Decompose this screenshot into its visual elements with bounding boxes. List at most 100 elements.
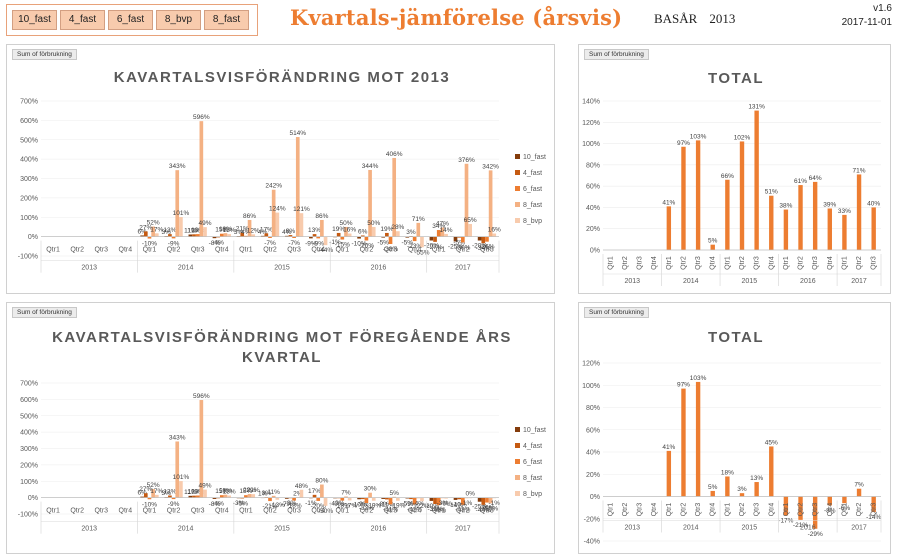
legend-swatch (515, 154, 520, 159)
slicer-item-10-fast[interactable]: 10_fast (12, 10, 57, 30)
legend-swatch (515, 170, 520, 175)
data-label: 344% (362, 163, 379, 170)
data-label: -7% (264, 240, 276, 247)
bar (192, 495, 196, 498)
field-button[interactable]: Sum of förbrukning (584, 49, 649, 60)
data-label: 11% (184, 227, 197, 234)
bar (275, 212, 280, 237)
year-label: 2013 (81, 265, 97, 272)
data-label: -44% (476, 507, 491, 514)
bar (488, 170, 493, 237)
data-label: -5% (402, 500, 414, 507)
bar (388, 497, 393, 505)
data-label: 51% (765, 189, 778, 196)
x-tick-label: Qtr3 (695, 503, 702, 517)
field-button[interactable]: Sum of förbrukning (12, 307, 77, 318)
legend-swatch (515, 459, 520, 464)
y-tick-label: 140% (582, 99, 600, 106)
bar (360, 497, 365, 500)
bar (783, 209, 789, 250)
bar (316, 236, 321, 239)
y-tick-label: 400% (20, 157, 38, 164)
bar (392, 157, 397, 237)
slicer-item-8-fast[interactable]: 8_fast (204, 10, 249, 30)
data-label: -1% (305, 500, 317, 507)
bar (219, 495, 224, 498)
bar (871, 496, 876, 513)
bar (827, 208, 832, 250)
data-label: 4% (282, 229, 292, 236)
data-label: -4% (212, 239, 224, 246)
bar (754, 110, 759, 250)
bar (783, 496, 789, 516)
bar (323, 236, 328, 246)
bar (171, 497, 176, 500)
x-tick-label: Qtr2 (622, 503, 629, 517)
data-label: 13% (223, 489, 236, 496)
year-label: 2014 (178, 526, 194, 533)
bar (179, 217, 183, 237)
x-tick-label: Qtr4 (827, 256, 834, 270)
chart-title: KVARTAL (242, 349, 322, 366)
data-label: 3% (406, 229, 416, 236)
y-tick-label: 0% (590, 248, 600, 255)
bar (385, 497, 389, 500)
field-button[interactable]: Sum of förbrukning (584, 307, 649, 318)
bar (842, 214, 847, 250)
bar (299, 213, 304, 237)
bar (396, 231, 400, 237)
data-label: -6% (440, 501, 452, 508)
data-label: 34% (432, 223, 445, 230)
data-label: -5% (377, 240, 389, 247)
bar (798, 496, 803, 520)
chart-total-vs-2013: TOTAL 0% 20% 40% 60% 80% 100% 120% 140% 41% 97%103… (582, 70, 882, 286)
bar (385, 232, 389, 237)
x-tick-label: Qtr4 (215, 508, 229, 515)
bar (412, 236, 417, 242)
x-tick-label: Qtr2 (798, 503, 805, 517)
data-label: -9% (168, 240, 180, 247)
chart-title: KAVARTALSVISFÖRÄNDRING MOT FÖREGÅENDE ÅR… (52, 329, 512, 346)
x-tick-label: Qtr2 (360, 508, 374, 515)
x-tick-label: Qtr3 (94, 508, 108, 515)
data-label: -33% (359, 505, 374, 512)
data-label: 101% (173, 474, 190, 481)
x-tick-label: Qtr4 (651, 256, 658, 270)
bar (856, 488, 862, 497)
data-label: 343% (169, 163, 186, 170)
field-button[interactable]: Sum of förbrukning (12, 49, 77, 60)
bar (444, 233, 448, 237)
year-label: 2015 (742, 278, 758, 285)
data-label: 80% (315, 478, 328, 485)
slicer-item-6-fast[interactable]: 6_fast (108, 10, 153, 30)
x-tick-label: Qtr2 (680, 256, 687, 270)
data-label: 17% (150, 488, 163, 495)
bar (695, 140, 701, 250)
data-label: 6% (137, 228, 147, 235)
y-tick-label: 200% (20, 462, 38, 469)
data-label: 15% (215, 227, 228, 234)
x-tick-label: Qtr4 (408, 508, 422, 515)
slicer-item-8-bvp[interactable]: 8_bvp (156, 10, 201, 30)
data-label: -25% (472, 504, 487, 511)
data-label: -22% (414, 503, 429, 510)
page-title: Kvartals-jämförelse (årsvis) (290, 5, 623, 30)
y-tick-label: 100% (582, 141, 600, 148)
x-tick-label: Qtr2 (167, 247, 181, 254)
x-tick-label: Qtr3 (191, 508, 205, 515)
bar (275, 497, 280, 500)
chart-title: KAVARTALSVISFÖRÄNDRING MOT 2013 (114, 69, 451, 86)
bar (420, 497, 424, 502)
data-label: 14% (440, 227, 453, 234)
bar (347, 233, 352, 237)
data-label: 18% (219, 488, 232, 495)
data-label: -19% (366, 503, 381, 510)
data-label: -3% (285, 500, 297, 507)
data-label: -10% (351, 241, 366, 248)
data-label: -35% (483, 505, 498, 512)
data-label: -8% (209, 240, 221, 247)
data-label: 49% (199, 220, 212, 227)
slicer-item-4-fast[interactable]: 4_fast (60, 10, 105, 30)
bar (392, 496, 397, 498)
y-tick-label: 0% (28, 495, 38, 502)
